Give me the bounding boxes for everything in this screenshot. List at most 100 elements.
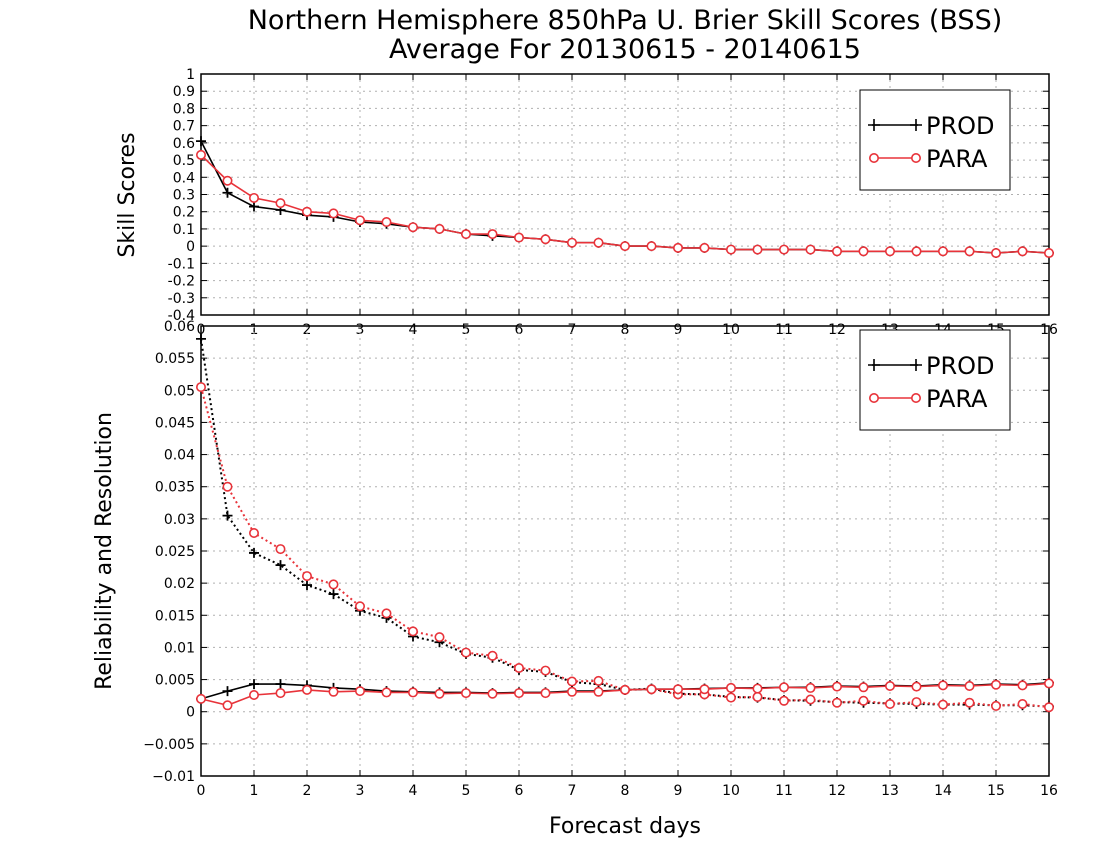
point-marker-para [593,237,604,248]
point-marker-para [990,248,1001,259]
point-marker-prod [249,547,259,558]
point-marker-para [407,626,418,637]
x-tick-label: 1 [250,783,259,799]
point-marker-para [805,694,816,705]
point-marker-para [249,192,260,203]
point-marker-prod [249,679,259,690]
point-marker-para [1044,248,1055,259]
point-marker-para [566,676,577,687]
y-axis-label: Skill Scores [115,132,140,257]
x-tick-label: 0 [197,783,206,799]
point-marker-para [699,242,710,253]
legend-marker-para [868,392,879,403]
point-marker-prod [222,686,233,697]
point-marker-para [487,229,498,240]
point-marker-para [407,222,418,233]
y-tick-label: 0.025 [155,544,195,560]
point-marker-para [222,481,233,492]
point-marker-para [354,215,365,226]
y-tick-label: 0.2 [173,205,195,221]
point-marker-para [540,688,551,699]
x-tick-label: 7 [568,322,577,338]
point-marker-para [964,680,975,691]
point-marker-prod [275,560,286,571]
point-marker-para [540,234,551,245]
x-tick-label: 5 [462,783,471,799]
y-tick-label: 0.03 [164,512,195,528]
x-tick-label: 8 [621,322,630,338]
point-marker-para [328,208,339,219]
point-marker-para [249,527,260,538]
point-marker-para [937,680,948,691]
point-marker-para [911,681,922,692]
point-marker-para [858,682,869,693]
point-marker-para [513,662,524,673]
y-tick-label: 0.04 [164,448,195,464]
y-tick-label: −0.01 [152,769,195,785]
y-tick-label: -0.4 [168,308,195,324]
point-marker-para [646,241,657,252]
point-marker-para [196,693,207,704]
y-tick-label: 0.045 [155,415,195,431]
x-tick-label: 7 [568,783,577,799]
point-marker-para [407,687,418,698]
point-marker-para [831,246,842,257]
point-marker-para [884,698,895,709]
y-tick-label: -0.1 [168,256,195,272]
point-marker-para [778,682,789,693]
point-marker-para [275,198,286,209]
point-marker-para [884,680,895,691]
point-marker-para [354,686,365,697]
point-marker-para [593,675,604,686]
legend-marker-para [910,392,921,403]
y-tick-label: 0.05 [164,383,195,399]
y-tick-label: 0 [186,705,195,721]
skill-scores-panel: 012345678910111213141516-0.4-0.3-0.2-0.1… [115,67,1058,338]
y-tick-label: -0.3 [168,291,195,307]
point-marker-para [196,382,207,393]
point-marker-para [540,665,551,676]
point-marker-prod [328,589,339,600]
point-marker-para [513,688,524,699]
point-marker-para [460,688,471,699]
y-tick-label: 0.6 [173,136,195,152]
point-marker-prod [196,136,206,147]
point-marker-para [434,688,445,699]
point-marker-para [487,650,498,661]
point-marker-para [778,695,789,706]
y-tick-label: 0.06 [164,319,195,335]
point-marker-para [725,682,736,693]
point-marker-para [858,246,869,257]
y-tick-label: 0.035 [155,480,195,496]
y-tick-label: 0.02 [164,576,195,592]
x-tick-label: 11 [775,322,793,338]
point-marker-para [672,242,683,253]
y-tick-label: 0.3 [173,188,195,204]
y-tick-label: 0.8 [173,101,195,117]
x-tick-label: 8 [621,783,630,799]
point-marker-para [566,686,577,697]
y-tick-label: 0.005 [155,673,195,689]
point-marker-para [301,206,312,217]
x-tick-label: 16 [1040,783,1058,799]
point-marker-para [725,244,736,255]
point-marker-para [328,686,339,697]
x-tick-label: 15 [987,783,1005,799]
point-marker-para [196,149,207,160]
x-tick-label: 4 [409,783,418,799]
point-marker-para [249,689,260,700]
legend-label-prod: PROD [926,112,995,140]
legend-label-prod: PROD [926,352,995,380]
point-marker-para [990,679,1001,690]
x-tick-label: 12 [828,783,846,799]
point-marker-para [964,246,975,257]
point-marker-para [275,688,286,699]
x-tick-label: 2 [303,783,312,799]
x-tick-label: 13 [881,783,899,799]
point-marker-para [858,695,869,706]
y-tick-label: 0.055 [155,351,195,367]
point-marker-para [937,699,948,710]
legend-marker-prod [868,119,922,131]
point-marker-para [911,246,922,257]
point-marker-para [301,684,312,695]
